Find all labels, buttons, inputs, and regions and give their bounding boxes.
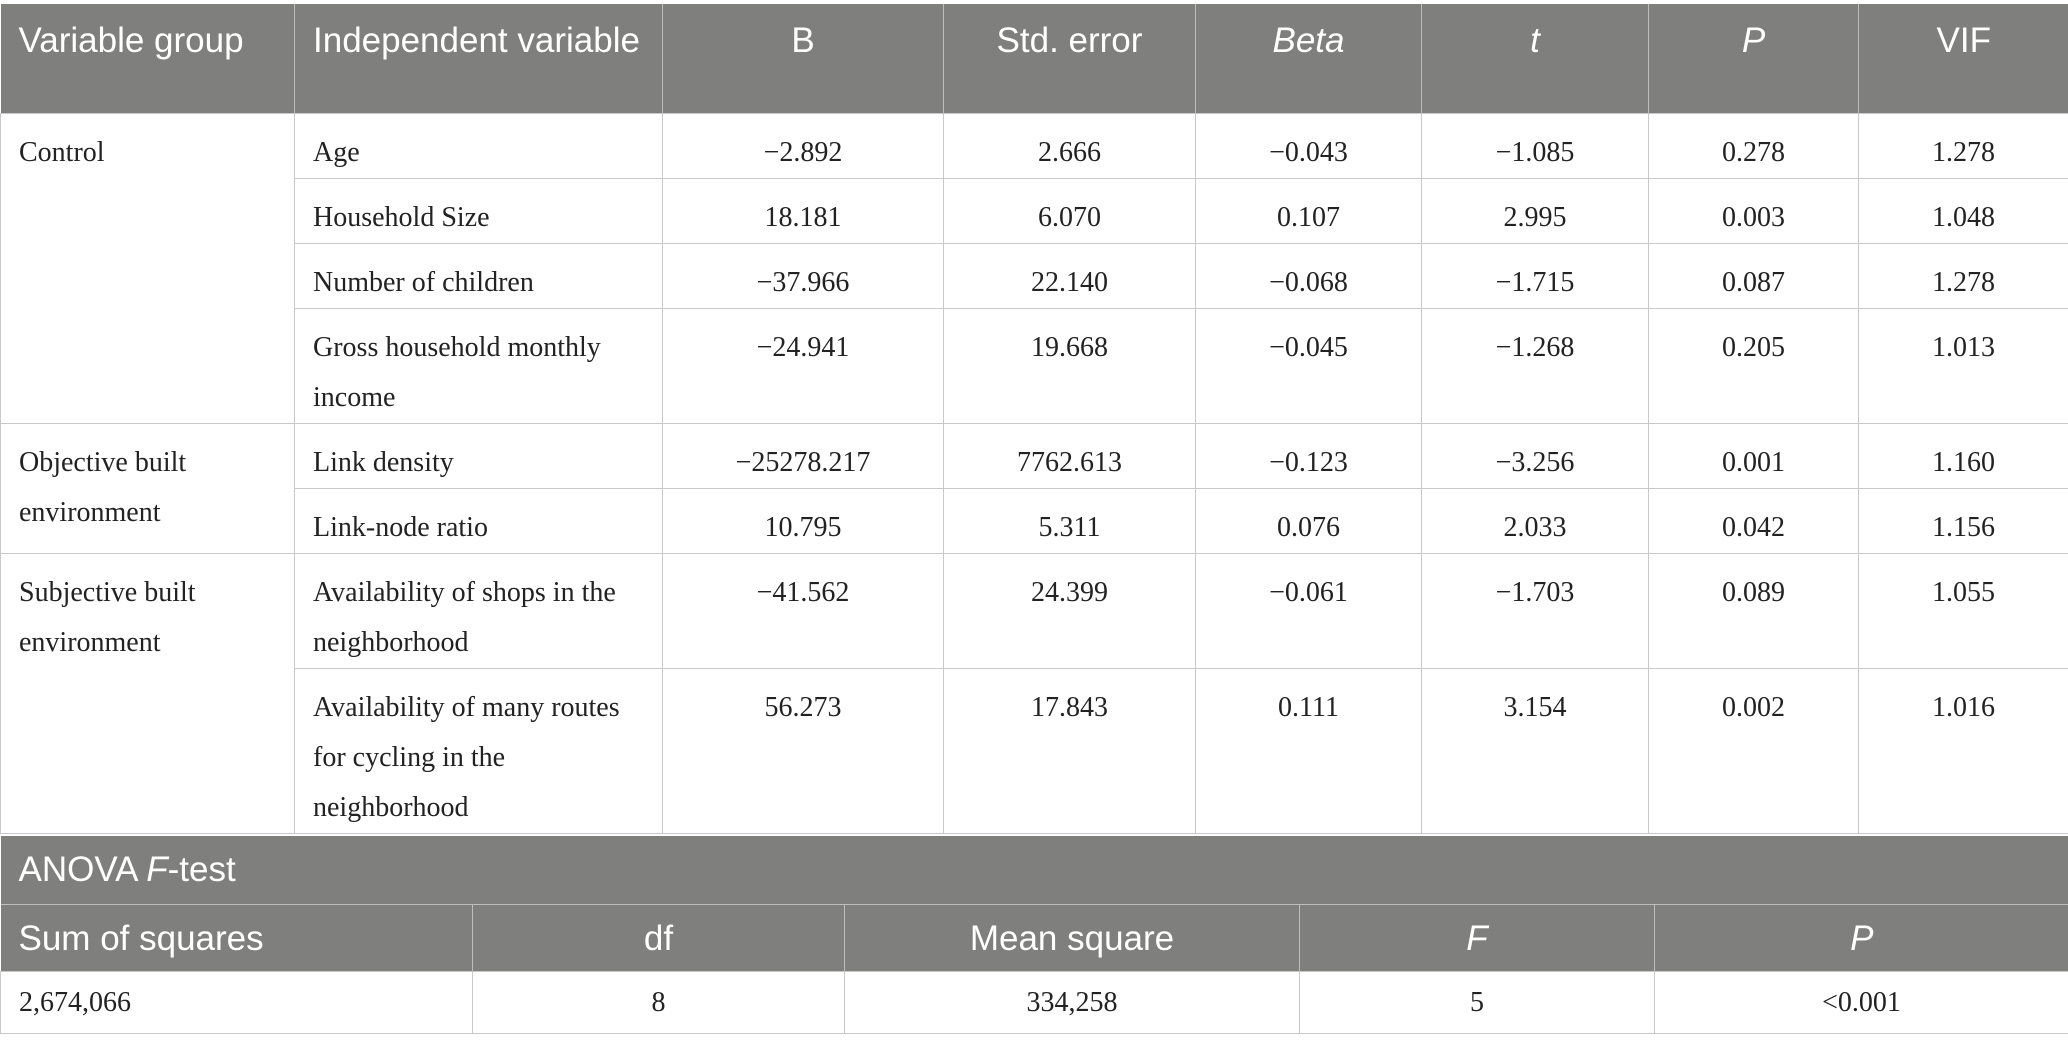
header-vif: VIF [1858,4,2068,113]
b-cell: −37.966 [662,242,944,309]
table-row: Number of children −37.966 22.140 −0.068… [1,242,2068,309]
se-cell: 6.070 [943,177,1196,244]
table-row: Subjective built environment Availabilit… [0,552,2068,834]
anova-df: 8 [472,970,845,1034]
b-cell: 10.795 [662,487,944,554]
p-cell: 0.002 [1648,667,1859,834]
se-cell: 7762.613 [943,422,1196,489]
header-std-error: Std. error [943,4,1196,113]
p-cell: 0.087 [1648,242,1859,309]
b-cell: 18.181 [662,177,944,244]
table-row: Household Size 18.181 6.070 0.107 2.995 … [1,177,2068,244]
anova-row: 2,674,066 8 334,258 5 <0.001 [0,970,2068,1034]
table-row: Link-node ratio 10.795 5.311 0.076 2.033… [1,487,2068,554]
se-cell: 5.311 [943,487,1196,554]
variable-cell: Availability of many routes for cycling … [294,667,663,834]
vif-cell: 1.016 [1858,667,2068,834]
header-variable-group: Variable group [0,4,295,113]
variable-cell: Link density [294,422,663,489]
t-cell: −1.703 [1421,552,1649,669]
anova-table: ANOVA F-test Sum of squares df Mean squa… [0,836,2068,1034]
p-cell: 0.003 [1648,177,1859,244]
beta-cell: −0.068 [1195,242,1422,309]
anova-title-suffix: -test [167,850,236,889]
beta-cell: 0.111 [1195,667,1422,834]
anova-p: <0.001 [1654,970,2068,1034]
anova-title: ANOVA F-test [0,836,2068,904]
t-cell: −3.256 [1421,422,1649,489]
header-t: t [1421,4,1649,113]
variable-cell: Availability of shops in the neighborhoo… [294,552,663,669]
group-cell: Subjective built environment [0,552,295,834]
beta-cell: 0.076 [1195,487,1422,554]
vif-cell: 1.278 [1858,112,2068,179]
se-cell: 2.666 [943,112,1196,179]
anova-header-sum-of-squares: Sum of squares [0,903,473,971]
beta-cell: −0.061 [1195,552,1422,669]
vif-cell: 1.048 [1858,177,2068,244]
anova-sum-of-squares: 2,674,066 [0,970,473,1034]
header-independent-variable: Independent variable [294,4,663,113]
se-cell: 19.668 [943,307,1196,424]
anova-header-df: df [472,903,845,971]
anova-header-f: F [1299,903,1655,971]
variable-cell: Age [294,112,663,179]
anova-mean-square: 334,258 [844,970,1300,1034]
vif-cell: 1.013 [1858,307,2068,424]
group-cell: Control [0,112,295,424]
beta-cell: 0.107 [1195,177,1422,244]
t-cell: 3.154 [1421,667,1649,834]
header-beta: Beta [1195,4,1422,113]
anova-title-italic: F [146,850,168,889]
vif-cell: 1.278 [1858,242,2068,309]
variable-cell: Gross household monthly income [294,307,663,424]
anova-header-p: P [1654,903,2068,971]
b-cell: −25278.217 [662,422,944,489]
b-cell: −41.562 [662,552,944,669]
variable-cell: Link-node ratio [294,487,663,554]
anova-title-prefix: ANOVA [18,850,147,889]
se-cell: 22.140 [943,242,1196,309]
p-cell: 0.205 [1648,307,1859,424]
table-row: Objective built environment Link density… [0,422,2068,554]
p-cell: 0.001 [1648,422,1859,489]
t-cell: −1.085 [1421,112,1649,179]
p-cell: 0.089 [1648,552,1859,669]
anova-title-row: ANOVA F-test [0,836,2068,904]
vif-cell: 1.156 [1858,487,2068,554]
beta-cell: −0.045 [1195,307,1422,424]
b-cell: −2.892 [662,112,944,179]
se-cell: 24.399 [943,552,1196,669]
p-cell: 0.278 [1648,112,1859,179]
variable-cell: Household Size [294,177,663,244]
group-cell: Objective built environment [0,422,295,554]
vif-cell: 1.160 [1858,422,2068,489]
b-cell: 56.273 [662,667,944,834]
p-cell: 0.042 [1648,487,1859,554]
table-row: Control Age −2.892 2.666 −0.043 −1.085 0… [0,112,2068,424]
beta-cell: −0.123 [1195,422,1422,489]
se-cell: 17.843 [943,667,1196,834]
regression-table: Variable group Independent variable B St… [0,4,2068,834]
anova-header-mean-square: Mean square [844,903,1300,971]
vif-cell: 1.055 [1858,552,2068,669]
anova-header-row: Sum of squares df Mean square F P [0,903,2068,971]
beta-cell: −0.043 [1195,112,1422,179]
t-cell: −1.268 [1421,307,1649,424]
header-row: Variable group Independent variable B St… [0,4,2068,113]
anova-f: 5 [1299,970,1655,1034]
t-cell: 2.995 [1421,177,1649,244]
b-cell: −24.941 [662,307,944,424]
t-cell: 2.033 [1421,487,1649,554]
t-cell: −1.715 [1421,242,1649,309]
table-row: Gross household monthly income −24.941 1… [1,307,2068,424]
header-b: B [662,4,944,113]
variable-cell: Number of children [294,242,663,309]
table-row: Availability of many routes for cycling … [1,667,2068,834]
header-p: P [1648,4,1859,113]
